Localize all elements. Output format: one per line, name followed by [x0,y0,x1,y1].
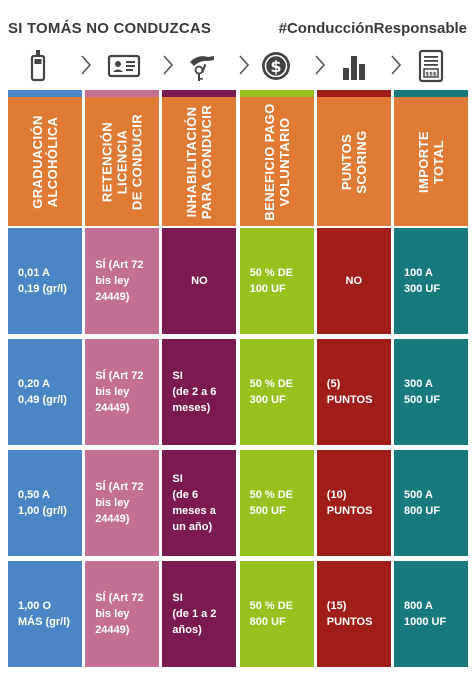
table-cell: (5) PUNTOS [316,339,391,445]
cell-text: SI (de 6 meses a un año) [172,473,216,533]
svg-text:$: $ [270,57,281,76]
column-header-label: BENEFICIO PAGO VOLUNTARIO [261,102,292,221]
cell-text: (5) PUNTOS [326,378,373,406]
column-header-label: GRADUACIÓN ALCOHÓLICA [30,114,60,209]
table-cell: 800 A 1000 UF [394,561,468,667]
table-cell: NO [316,228,391,334]
column-header-label: IMPORTE TOTAL [416,130,446,193]
cell-text: SÍ (Art 72 bis ley 24449) [95,481,144,525]
hashtag: #ConducciónResponsable [278,20,467,37]
table-cell: 50 % DE 100 UF [239,228,314,334]
column-1: RETENCIÓN LICENCIA DE CONDUCIR SÍ (Art 72… [85,90,160,667]
table-cell: SI (de 2 a 6 meses) [162,339,237,445]
cell-text: SÍ (Art 72 bis ley 24449) [95,370,144,414]
hand-keys-icon [190,56,214,81]
table-cell: 500 A 800 UF [394,450,468,556]
column-stripe [394,90,468,97]
table-cell: SÍ (Art 72 bis ley 24449) [85,561,160,667]
cell-text: 1,00 O MÁS (gr/l) [18,600,70,628]
table-cell: 50 % DE 800 UF [239,561,314,667]
column-header-label: INHABILITACIÓN PARA CONDUCIR [184,104,215,219]
table-cell: 0,50 A 1,00 (gr/l) [8,450,82,556]
column-header: RETENCIÓN LICENCIA DE CONDUCIR [85,97,160,226]
table-cell: SI (de 6 meses a un año) [162,450,237,556]
table-cell: (15) PUNTOS [316,561,391,667]
column-3: BENEFICIO PAGO VOLUNTARIO 50 % DE 100 UF 5… [239,90,314,667]
column-stripe [8,90,82,97]
table-cell: 100 A 300 UF [394,228,468,334]
svg-text:$$$: $$$ [425,72,437,78]
cell-text: 50 % DE 300 UF [249,378,294,406]
cell-text: 0,01 A 0,19 (gr/l) [18,267,67,295]
column-stripe [239,90,314,97]
cell-text: 100 A 300 UF [404,267,441,295]
table-cell: SÍ (Art 72 bis ley 24449) [85,339,160,445]
table-cell: SÍ (Art 72 bis ley 24449) [85,450,160,556]
cell-text: SI (de 2 a 6 meses) [172,370,217,414]
cell-text: 50 % DE 500 UF [249,489,294,517]
invoice-icon: $$$ [418,49,444,83]
table-cell: NO [162,228,237,334]
cell-text: (15) PUNTOS [326,600,373,628]
page-title: SI TOMÁS NO CONDUZCAS [8,20,212,37]
icon-strip: $ $$$ [0,44,475,88]
table-cell: 0,01 A 0,19 (gr/l) [8,228,82,334]
cell-text: (10) PUNTOS [326,489,373,517]
coin-icon: $ [262,52,290,80]
cell-text: NO [191,275,208,287]
column-2: INHABILITACIÓN PARA CONDUCIR NO SI (de 2 a… [162,90,237,667]
column-4: PUNTOS SCORING NO (5) PUNTOS (10) PUNTOS (15… [316,90,391,667]
cell-text: NO [345,275,363,287]
cell-text: 50 % DE 100 UF [249,267,294,295]
column-header: GRADUACIÓN ALCOHÓLICA [8,97,82,226]
cell-text: 300 A 500 UF [404,378,441,406]
column-stripe [162,90,237,97]
penalty-table: GRADUACIÓN ALCOHÓLICA 0,01 A 0,19 (gr/l) 0… [8,90,468,667]
chevron-right-icon [163,55,174,75]
cell-text: 0,50 A 1,00 (gr/l) [18,489,67,517]
table-cell: 0,20 A 0,49 (gr/l) [8,339,82,445]
table-cell: 50 % DE 300 UF [239,339,314,445]
column-stripe [316,90,391,97]
column-stripe [85,90,160,97]
column-header-label: PUNTOS SCORING [338,129,369,194]
table-cell: 1,00 O MÁS (gr/l) [8,561,82,667]
bar-chart-icon [343,56,365,80]
cell-text: 0,20 A 0,49 (gr/l) [18,378,67,406]
column-header-label: RETENCIÓN LICENCIA DE CONDUCIR [99,113,145,210]
cell-text: SÍ (Art 72 bis ley 24449) [95,259,144,303]
id-card-icon [107,54,141,78]
chevron-right-icon [81,55,92,75]
cell-text: 500 A 800 UF [404,489,441,517]
top-bar: SI TOMÁS NO CONDUZCAS #ConducciónRespons… [0,0,475,40]
table-cell: (10) PUNTOS [316,450,391,556]
table-cell: SÍ (Art 72 bis ley 24449) [85,228,160,334]
table-cell: 50 % DE 500 UF [239,450,314,556]
breathalyzer-icon [30,50,46,82]
cell-text: SÍ (Art 72 bis ley 24449) [95,592,144,636]
column-header: BENEFICIO PAGO VOLUNTARIO [239,97,314,226]
column-0: GRADUACIÓN ALCOHÓLICA 0,01 A 0,19 (gr/l) 0… [8,90,82,667]
table-cell: SI (de 1 a 2 años) [162,561,237,667]
cell-text: 50 % DE 800 UF [249,600,294,628]
column-header: IMPORTE TOTAL [394,97,468,226]
chevron-right-icon [239,55,250,75]
column-header: INHABILITACIÓN PARA CONDUCIR [162,97,237,226]
chevron-right-icon [391,55,402,75]
column-5: IMPORTE TOTAL 100 A 300 UF 300 A 500 UF 500… [394,90,468,667]
table-cell: 300 A 500 UF [394,339,468,445]
chevron-right-icon [315,55,326,75]
cell-text: SI (de 1 a 2 años) [172,592,217,636]
cell-text: 800 A 1000 UF [404,600,447,628]
column-header: PUNTOS SCORING [316,97,391,226]
